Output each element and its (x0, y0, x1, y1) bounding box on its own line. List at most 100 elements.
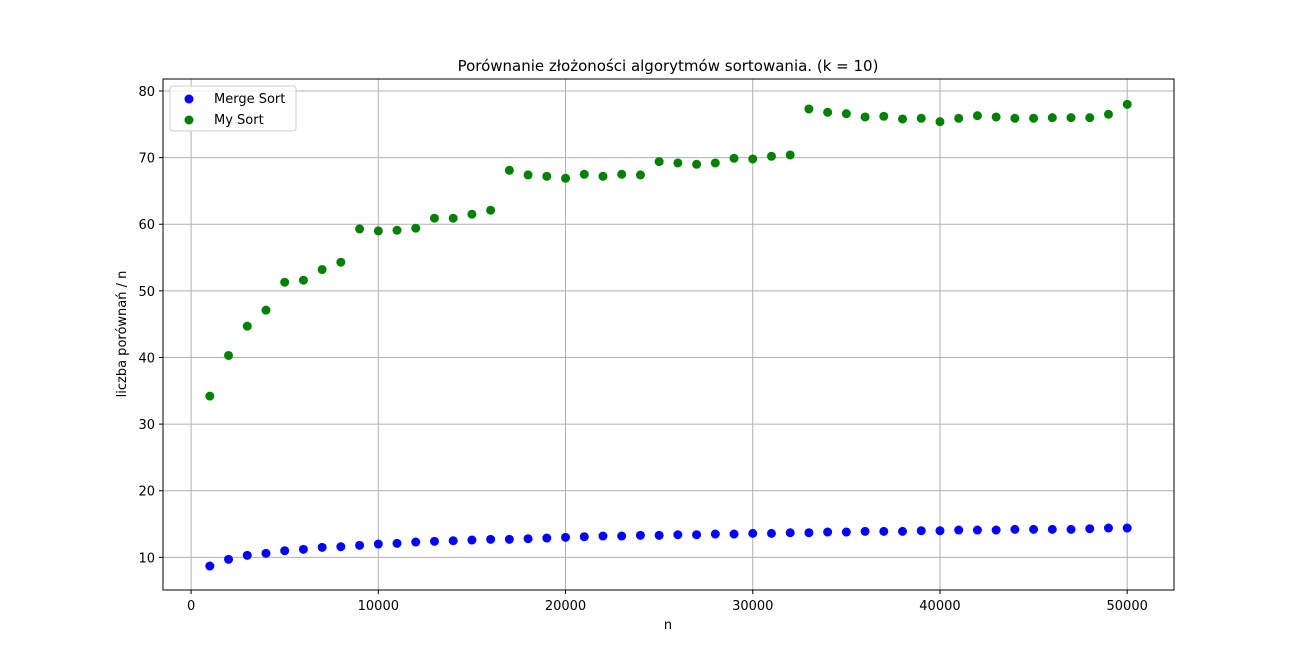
point-my-sort (355, 224, 365, 234)
point-my-sort (523, 170, 533, 180)
point-merge-sort (355, 540, 365, 550)
point-my-sort (654, 157, 664, 167)
point-my-sort (823, 107, 833, 117)
point-merge-sort (935, 526, 945, 536)
point-my-sort (542, 171, 552, 181)
x-axis-ticks: 0 10000 20000 30000 40000 50000 (187, 590, 1148, 614)
point-merge-sort (317, 542, 327, 552)
grid (163, 79, 1174, 590)
y-axis-label: liczba porównań / n (115, 271, 130, 398)
point-my-sort (486, 205, 496, 215)
point-merge-sort (261, 548, 271, 558)
point-merge-sort (1029, 524, 1039, 534)
point-merge-sort (429, 536, 439, 546)
point-my-sort (1010, 113, 1020, 123)
point-my-sort (673, 158, 683, 168)
point-merge-sort (1122, 523, 1132, 533)
legend-marker-merge-sort (184, 94, 194, 104)
point-merge-sort (748, 528, 758, 538)
point-my-sort (841, 109, 851, 119)
point-merge-sort (411, 537, 421, 547)
point-merge-sort (1066, 524, 1076, 534)
point-merge-sort (224, 554, 234, 564)
x-tick-label: 20000 (545, 599, 586, 614)
point-merge-sort (486, 534, 496, 544)
point-merge-sort (692, 530, 702, 540)
point-merge-sort (785, 528, 795, 538)
point-my-sort (785, 150, 795, 160)
point-merge-sort (373, 539, 383, 549)
point-merge-sort (448, 536, 458, 546)
point-my-sort (411, 223, 421, 233)
y-tick-label: 80 (138, 85, 155, 100)
point-my-sort (972, 111, 982, 121)
x-axis-label: n (664, 618, 672, 633)
point-my-sort (373, 226, 383, 236)
point-my-sort (1029, 113, 1039, 123)
point-merge-sort (1047, 524, 1057, 534)
y-tick-label: 40 (138, 351, 155, 366)
point-my-sort (561, 173, 571, 183)
legend-box (169, 85, 297, 132)
legend-label-merge-sort: Merge Sort (214, 92, 285, 107)
y-axis-ticks: 10 20 30 40 50 60 70 80 (138, 85, 163, 566)
point-merge-sort (579, 532, 589, 542)
point-merge-sort (1085, 524, 1095, 534)
point-my-sort (1047, 113, 1057, 123)
point-my-sort (242, 321, 252, 331)
point-merge-sort (1010, 524, 1020, 534)
point-my-sort (429, 213, 439, 223)
point-merge-sort (841, 527, 851, 537)
point-merge-sort (561, 532, 571, 542)
point-my-sort (635, 170, 645, 180)
point-merge-sort (823, 527, 833, 537)
point-my-sort (392, 225, 402, 235)
y-tick-label: 30 (138, 418, 155, 433)
point-merge-sort (392, 538, 402, 548)
plot-frame (162, 78, 1175, 591)
point-my-sort (1122, 99, 1132, 109)
point-my-sort (298, 275, 308, 285)
point-my-sort (898, 114, 908, 124)
point-merge-sort (729, 529, 739, 539)
point-my-sort (448, 213, 458, 223)
point-my-sort (617, 169, 627, 179)
point-merge-sort (654, 530, 664, 540)
point-my-sort (1103, 109, 1113, 119)
point-merge-sort (766, 528, 776, 538)
point-merge-sort (879, 526, 889, 536)
y-tick-label: 20 (138, 485, 155, 500)
legend: Merge Sort My Sort (169, 85, 297, 132)
point-merge-sort (1103, 523, 1113, 533)
point-my-sort (935, 117, 945, 127)
point-merge-sort (710, 529, 720, 539)
y-tick-label: 70 (138, 152, 155, 167)
point-merge-sort (673, 530, 683, 540)
point-merge-sort (542, 533, 552, 543)
chart-title: Porównanie złożoności algorytmów sortowa… (458, 57, 879, 75)
y-tick-label: 50 (138, 285, 155, 300)
point-my-sort (710, 158, 720, 168)
point-merge-sort (954, 525, 964, 535)
x-tick-label: 30000 (732, 599, 773, 614)
point-my-sort (205, 391, 215, 401)
point-my-sort (1085, 113, 1095, 123)
point-my-sort (280, 277, 290, 287)
point-merge-sort (635, 530, 645, 540)
point-merge-sort (242, 550, 252, 560)
point-my-sort (1066, 113, 1076, 123)
point-merge-sort (467, 535, 477, 545)
point-my-sort (748, 154, 758, 164)
point-merge-sort (523, 534, 533, 544)
y-tick-label: 60 (138, 218, 155, 233)
point-merge-sort (898, 526, 908, 536)
point-my-sort (879, 111, 889, 121)
legend-label-my-sort: My Sort (214, 113, 264, 128)
point-my-sort (991, 112, 1001, 122)
point-merge-sort (598, 531, 608, 541)
point-my-sort (804, 104, 814, 114)
point-my-sort (467, 209, 477, 219)
point-merge-sort (991, 525, 1001, 535)
point-my-sort (916, 113, 926, 123)
